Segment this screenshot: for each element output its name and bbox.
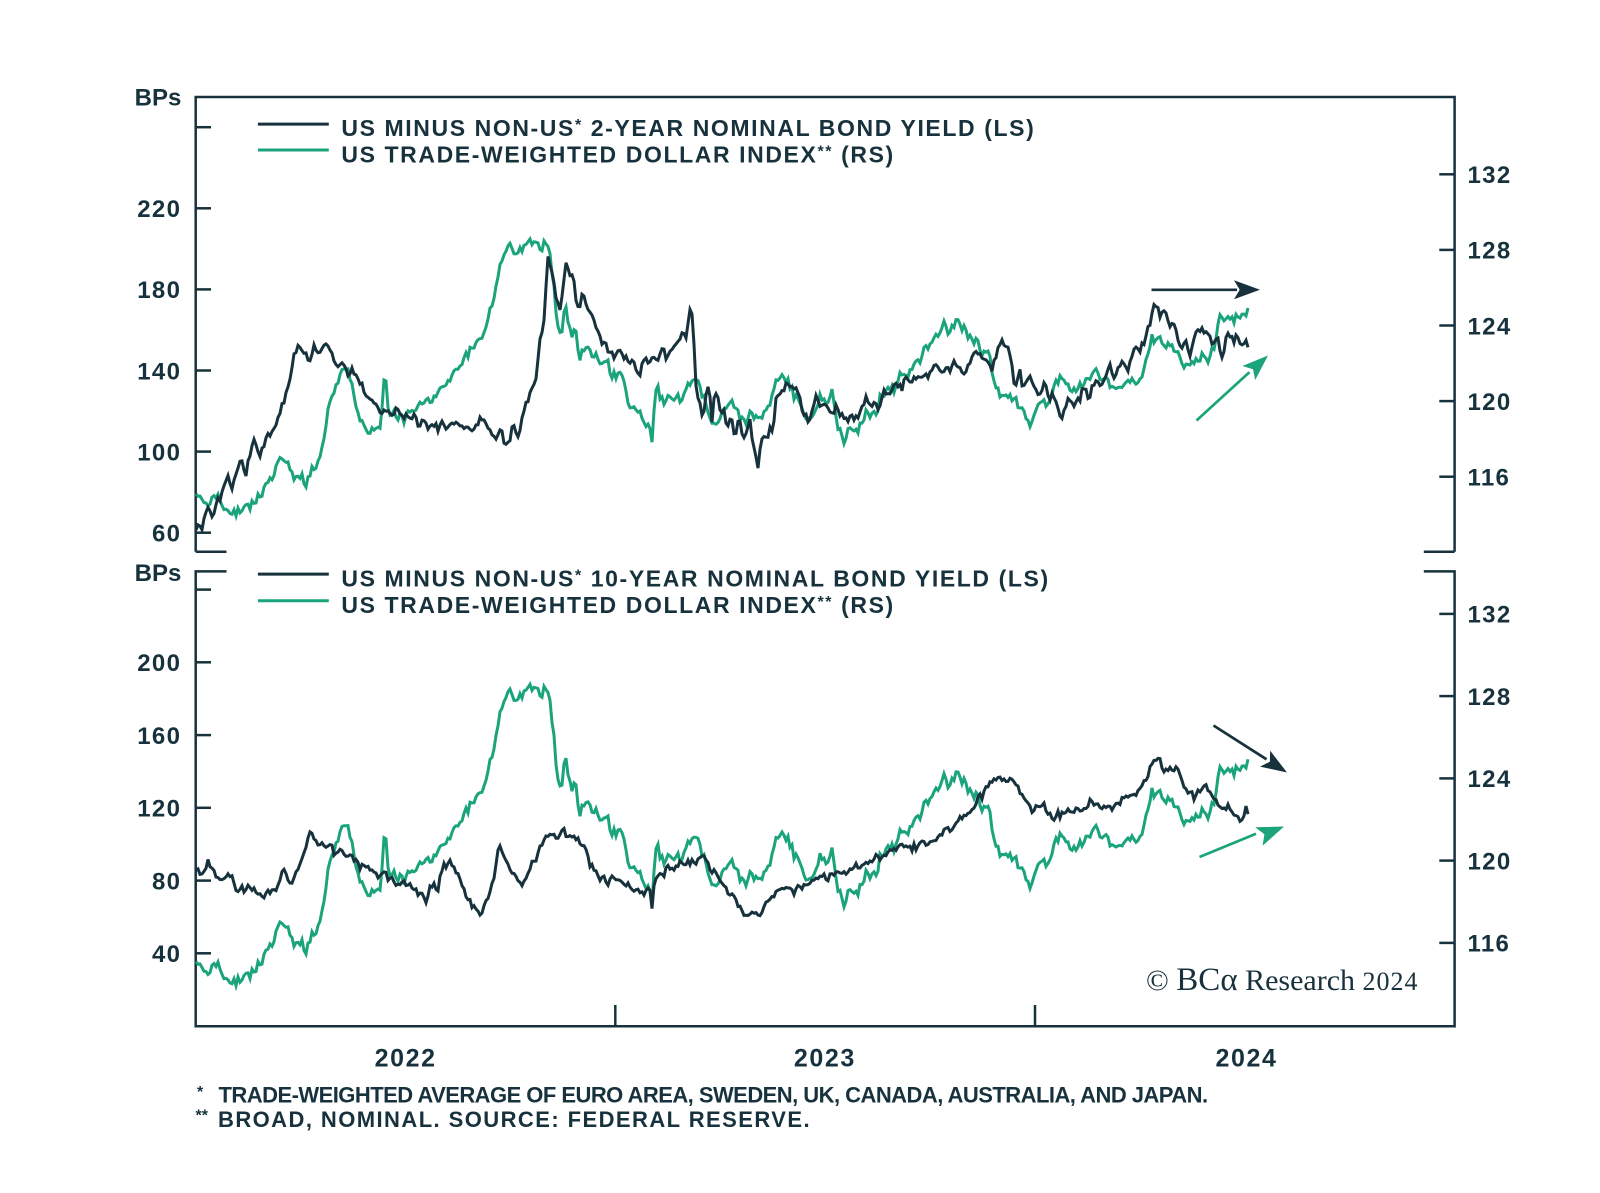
svg-text:116: 116: [1468, 464, 1511, 491]
svg-text:60: 60: [152, 520, 181, 547]
svg-text:BROAD, NOMINAL. SOURCE: FEDERA: BROAD, NOMINAL. SOURCE: FEDERAL RESERVE.: [218, 1107, 811, 1132]
svg-text:80: 80: [152, 868, 181, 895]
svg-text:US MINUS NON-US* 10-YEAR NOMIN: US MINUS NON-US* 10-YEAR NOMINAL BOND YI…: [341, 565, 1049, 591]
svg-text:120: 120: [137, 796, 181, 823]
svg-text:US MINUS NON-US* 2-YEAR NOMINA: US MINUS NON-US* 2-YEAR NOMINAL BOND YIE…: [341, 115, 1035, 141]
svg-text:160: 160: [137, 723, 181, 750]
svg-text:BPs: BPs: [135, 84, 182, 111]
svg-text:132: 132: [1468, 602, 1512, 629]
svg-text:TRADE-WEIGHTED AVERAGE OF EURO: TRADE-WEIGHTED AVERAGE OF EURO AREA, SWE…: [219, 1083, 1208, 1108]
svg-text:124: 124: [1468, 313, 1512, 340]
svg-text:120: 120: [1468, 389, 1512, 416]
svg-text:US TRADE-WEIGHTED DOLLAR INDEX: US TRADE-WEIGHTED DOLLAR INDEX** (RS): [341, 141, 894, 167]
svg-text:116: 116: [1468, 931, 1511, 958]
svg-text:140: 140: [137, 358, 181, 385]
svg-text:2022: 2022: [375, 1044, 437, 1072]
svg-text:BPs: BPs: [135, 560, 182, 587]
svg-text:220: 220: [137, 196, 181, 223]
svg-text:40: 40: [152, 941, 181, 968]
svg-text:US TRADE-WEIGHTED DOLLAR INDEX: US TRADE-WEIGHTED DOLLAR INDEX** (RS): [341, 592, 894, 618]
svg-text:2024: 2024: [1215, 1044, 1277, 1072]
svg-text:*: *: [197, 1084, 204, 1101]
svg-text:**: **: [196, 1108, 209, 1125]
svg-text:© BCα Research 2024: © BCα Research 2024: [1146, 962, 1419, 998]
svg-text:128: 128: [1468, 684, 1512, 711]
svg-text:124: 124: [1468, 766, 1512, 793]
svg-text:200: 200: [137, 650, 181, 677]
svg-text:128: 128: [1468, 238, 1512, 265]
svg-text:2023: 2023: [794, 1044, 856, 1072]
svg-text:180: 180: [137, 277, 181, 304]
svg-text:100: 100: [137, 439, 181, 466]
svg-text:132: 132: [1468, 162, 1512, 189]
svg-text:120: 120: [1468, 848, 1512, 875]
